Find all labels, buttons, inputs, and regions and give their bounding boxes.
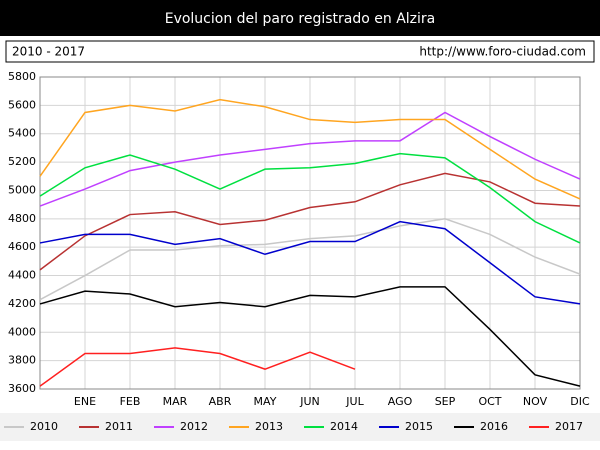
series-line [39,111,581,207]
y-tick-label: 5200 [8,155,36,168]
y-tick-label: 4800 [8,212,36,225]
legend-area [0,413,600,441]
subtitle: 2010 - 2017 [12,45,85,59]
series-line [39,172,581,271]
y-tick-label: 3600 [8,382,36,395]
y-tick-label: 4600 [8,240,36,253]
legend-label: 2011 [105,420,133,433]
title-bar [0,0,600,36]
y-tick-label: 5800 [8,70,36,83]
y-tick-label: 5000 [8,183,36,196]
legend-label: 2015 [405,420,433,433]
x-tick-label: MAR [163,395,188,408]
x-tick-label: NOV [523,395,548,408]
info-box [5,40,595,63]
y-tick-label: 5400 [8,127,36,140]
series-line [39,220,581,305]
source-url: http://www.foro-ciudad.com [419,45,586,59]
x-tick-label: MAY [254,395,277,408]
x-tick-label: ENE [74,395,96,408]
series-line [39,98,581,200]
x-tick-label: JUN [299,395,320,408]
series-line [39,152,581,244]
chart-title: Evolucion del paro registrado en Alzira [165,11,436,27]
y-tick-label: 3800 [8,354,36,367]
x-tick-label: JUL [345,395,364,408]
y-tick-label: 5600 [8,98,36,111]
series-line [39,347,356,387]
x-tick-label: SEP [435,395,456,408]
legend-label: 2010 [30,420,58,433]
y-tick-label: 4400 [8,269,36,282]
x-tick-label: OCT [478,395,501,408]
series-line [39,286,581,387]
legend-label: 2016 [480,420,508,433]
y-tick-label: 4000 [8,325,36,338]
x-tick-label: AGO [388,395,413,408]
legend-label: 2013 [255,420,283,433]
legend-label: 2012 [180,420,208,433]
series-line [39,218,581,301]
x-tick-label: FEB [120,395,141,408]
plot-border [39,76,581,390]
legend-label: 2017 [555,420,583,433]
x-tick-label: DIC [570,395,590,408]
legend-label: 2014 [330,420,358,433]
y-tick-label: 4200 [8,297,36,310]
x-tick-label: ABR [209,395,232,408]
